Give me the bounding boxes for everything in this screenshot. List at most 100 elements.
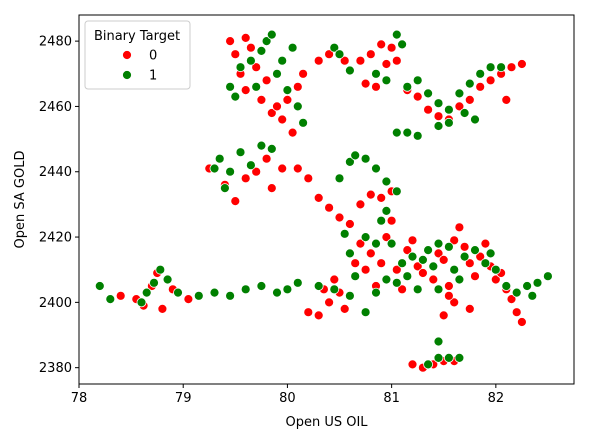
data-point-0-14: [266, 183, 277, 194]
data-point-0-20: [334, 212, 345, 223]
y-tick-label-1: 2400: [39, 296, 72, 311]
points-layer: [94, 29, 553, 373]
data-point-1-94: [522, 281, 532, 291]
data-point-1-0: [94, 281, 105, 291]
data-point-0-21: [230, 49, 241, 60]
data-point-1-26: [245, 55, 256, 66]
data-point-0-90: [506, 294, 517, 305]
x-tick-label-3: 81: [383, 391, 400, 406]
data-point-0-106: [376, 192, 387, 203]
data-point-1-20: [256, 140, 267, 151]
data-point-0-37: [313, 55, 324, 66]
data-point-1-3: [141, 287, 152, 298]
data-point-1-86: [449, 264, 460, 275]
data-point-1-103: [381, 274, 392, 285]
y-axis-ticks: 2380 2400 2420 2440 2460 2480: [39, 35, 79, 376]
data-point-1-49: [443, 104, 454, 115]
data-point-1-37: [251, 81, 262, 92]
data-point-0-96: [443, 290, 454, 301]
data-point-1-109: [433, 284, 444, 295]
data-point-0-41: [365, 49, 376, 60]
data-point-1-44: [397, 39, 408, 50]
data-point-0-80: [454, 222, 465, 233]
data-point-0-43: [381, 59, 392, 69]
data-point-1-21: [266, 143, 277, 154]
data-point-0-51: [433, 111, 444, 122]
data-point-0-38: [324, 49, 335, 60]
data-point-0-84: [475, 251, 486, 262]
data-point-0-74: [417, 268, 428, 278]
data-point-0-34: [298, 68, 309, 79]
data-point-1-48: [433, 98, 444, 109]
data-point-1-105: [433, 352, 444, 363]
data-point-0-91: [511, 307, 522, 318]
y-tick-label-3: 2440: [39, 165, 72, 180]
legend-label-1: 1: [149, 69, 157, 84]
data-point-0-72: [407, 235, 418, 246]
data-point-0-39: [339, 55, 350, 66]
data-point-0-77: [438, 254, 449, 265]
data-point-0-99: [324, 297, 335, 308]
data-point-1-17: [225, 166, 236, 177]
data-point-1-93: [511, 287, 522, 298]
data-point-0-50: [423, 104, 434, 115]
data-point-1-39: [334, 49, 345, 60]
data-point-0-108: [350, 258, 361, 269]
data-point-0-25: [251, 62, 262, 73]
data-point-1-83: [428, 261, 439, 272]
data-point-1-72: [360, 232, 371, 243]
data-point-1-45: [402, 81, 413, 92]
data-point-1-85: [443, 241, 454, 252]
data-point-1-10: [225, 290, 236, 301]
data-point-0-87: [490, 274, 501, 285]
data-point-0-82: [464, 258, 475, 269]
data-point-1-108: [433, 336, 444, 347]
data-point-0-24: [245, 42, 256, 53]
x-tick-label-4: 82: [488, 391, 505, 406]
data-point-1-74: [376, 215, 387, 226]
data-point-0-15: [277, 163, 288, 174]
data-point-0-85: [480, 238, 491, 249]
data-point-0-31: [282, 95, 293, 105]
data-point-0-19: [324, 202, 335, 213]
data-point-1-23: [219, 183, 230, 194]
data-point-0-7: [183, 294, 194, 305]
data-point-0-104: [355, 199, 366, 210]
data-point-1-65: [360, 153, 371, 164]
data-point-1-58: [433, 121, 444, 131]
data-point-1-69: [339, 228, 350, 239]
data-point-0-70: [397, 284, 408, 295]
data-point-0-0: [115, 290, 126, 301]
data-point-0-33: [292, 81, 303, 92]
data-point-0-67: [381, 232, 392, 243]
data-point-1-31: [287, 42, 298, 53]
data-point-1-33: [282, 85, 293, 95]
data-point-1-64: [350, 150, 361, 161]
data-point-1-81: [417, 254, 428, 265]
data-point-0-68: [386, 215, 397, 226]
data-point-1-78: [397, 258, 408, 269]
data-point-0-49: [412, 91, 423, 102]
data-point-0-35: [225, 36, 236, 46]
data-point-0-109: [407, 359, 418, 370]
data-point-1-25: [235, 62, 246, 73]
data-point-0-45: [391, 55, 402, 66]
data-point-1-104: [423, 359, 434, 370]
data-point-0-44: [386, 42, 397, 53]
data-point-0-105: [365, 189, 376, 200]
data-point-1-13: [272, 287, 282, 298]
data-point-0-59: [517, 59, 527, 69]
data-point-1-90: [485, 248, 496, 259]
data-point-1-61: [470, 114, 480, 125]
data-point-0-54: [464, 95, 475, 105]
y-tick-label-0: 2380: [39, 361, 72, 376]
data-point-1-89: [480, 258, 491, 269]
data-point-1-54: [496, 62, 507, 73]
data-point-0-29: [272, 101, 282, 112]
data-point-0-58: [506, 62, 517, 73]
data-point-0-97: [303, 307, 314, 318]
data-point-0-71: [402, 245, 413, 256]
data-point-1-76: [386, 238, 397, 249]
legend-marker-1: [122, 70, 132, 80]
y-axis-label: Open SA GOLD: [13, 151, 28, 249]
